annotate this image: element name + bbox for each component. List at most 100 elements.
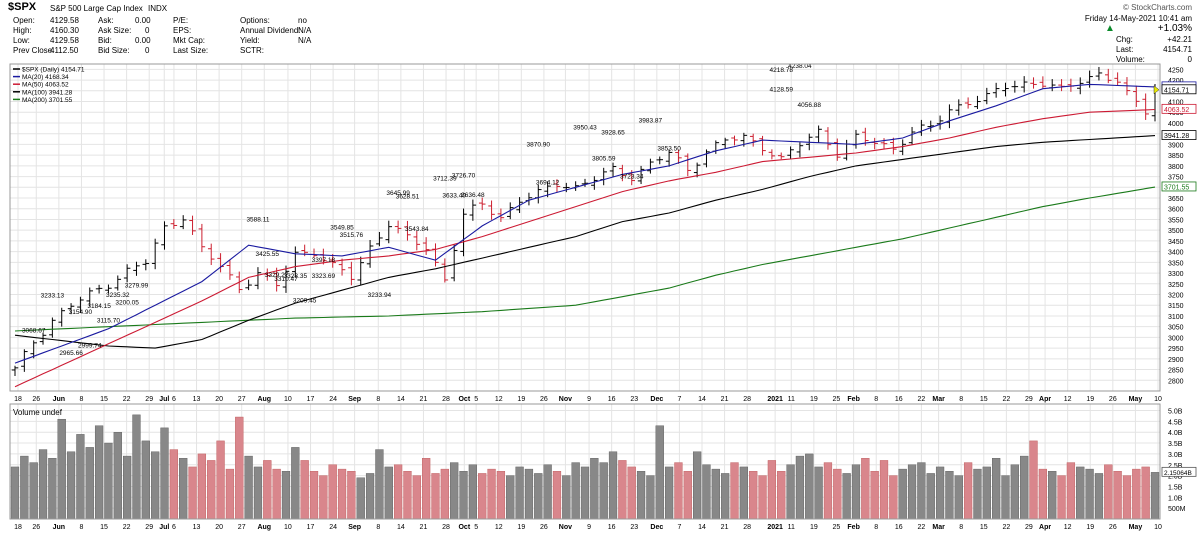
price-annotation: 3928.65 xyxy=(601,129,625,136)
date-tick-label: 20 xyxy=(215,524,223,531)
volume-bar xyxy=(963,462,973,520)
date-tick-label: 11 xyxy=(788,524,795,531)
price-annotation: 3543.84 xyxy=(405,226,429,233)
date-tick-label: May xyxy=(1129,524,1143,531)
date-tick-label: Mar xyxy=(932,524,945,531)
volume-bar xyxy=(879,460,889,520)
ask-value: 0.00 xyxy=(135,16,151,25)
date-tick-label: Jun xyxy=(53,524,65,531)
price-annotation: 4128.59 xyxy=(769,86,793,93)
volume-bar xyxy=(169,449,178,520)
price-tick-label: 3900 xyxy=(1168,142,1184,149)
legend-entry: MA(200) 3701.55 xyxy=(22,97,73,104)
volume-bar xyxy=(805,453,814,520)
price-tick-label: 3350 xyxy=(1168,260,1184,267)
volume-bar xyxy=(365,473,375,520)
volume-bar xyxy=(655,425,664,520)
date-tick-label: Nov xyxy=(559,396,572,403)
volume-bar xyxy=(253,466,263,520)
volume-bar xyxy=(823,462,833,520)
volume-bar xyxy=(786,464,795,520)
date-tick-label: 24 xyxy=(329,524,337,531)
date-tick-label: Sep xyxy=(348,396,361,403)
date-tick-label: 29 xyxy=(145,396,153,403)
price-annotation: 3068.67 xyxy=(22,328,46,335)
volume-bar xyxy=(281,471,291,520)
volume-bar xyxy=(94,425,104,520)
date-tick-label: 18 xyxy=(14,396,22,403)
volume-bar xyxy=(1010,464,1019,520)
axis-value-marker xyxy=(1161,130,1197,140)
volume-bar xyxy=(384,466,393,520)
date-tick-label: Aug xyxy=(257,396,271,403)
date-tick-label: 15 xyxy=(980,524,988,531)
date-tick-label: 24 xyxy=(329,396,337,403)
date-tick-label: 29 xyxy=(1025,396,1033,403)
price-tick-label: 3150 xyxy=(1168,303,1184,310)
volume-bar xyxy=(982,466,991,520)
volume-bar xyxy=(1001,475,1010,520)
date-tick-label: 14 xyxy=(397,396,405,403)
volume-bar xyxy=(608,451,618,520)
price-annotation: 3397.18 xyxy=(312,257,336,264)
date-tick-label: 29 xyxy=(145,524,153,531)
date-tick-label: 5 xyxy=(474,524,478,531)
price-annotation: 3870.90 xyxy=(527,142,551,149)
volume-bar xyxy=(431,473,440,520)
date-tick-label: Dec xyxy=(650,396,663,403)
price-annotation: 3628.51 xyxy=(396,194,420,201)
date-tick-label: 15 xyxy=(980,396,988,403)
volume-tick-label: 4.0B xyxy=(1168,430,1183,437)
volume-bar xyxy=(440,468,449,520)
volume-bar xyxy=(917,462,926,520)
volume-tick-label: 3.0B xyxy=(1168,452,1183,459)
date-tick-label: 7 xyxy=(677,396,681,403)
date-tick-label: Jun xyxy=(53,396,65,403)
price-annotation: 3723.34 xyxy=(620,173,644,180)
date-tick-label: 22 xyxy=(917,524,925,531)
volume-bar xyxy=(664,466,674,520)
panel-frames xyxy=(9,63,1161,520)
date-tick-label: 19 xyxy=(1086,396,1094,403)
date-tick-label: Apr xyxy=(1039,524,1051,531)
date-tick-label: 12 xyxy=(1064,524,1072,531)
volume-bar xyxy=(1132,468,1141,520)
volume-tick-label: 4.5B xyxy=(1168,419,1183,426)
date-tick-label: 12 xyxy=(1064,396,1072,403)
volume-value: 0 xyxy=(1187,55,1192,64)
date-tick-label: 8 xyxy=(874,524,878,531)
date-tick-label: 19 xyxy=(810,524,818,531)
volume-bar xyxy=(1113,471,1122,520)
price-tick-label: 3750 xyxy=(1168,175,1184,182)
date-tick-label: Nov xyxy=(559,524,572,531)
volume-bar xyxy=(1122,475,1132,520)
volume-bar xyxy=(935,466,945,520)
price-annotation: 4238.04 xyxy=(788,63,812,70)
date-tick-label: 22 xyxy=(1002,524,1010,531)
date-tick-label: 9 xyxy=(587,524,591,531)
volume-bar xyxy=(515,466,524,520)
date-tick-label: 28 xyxy=(743,396,751,403)
date-tick-label: 9 xyxy=(587,396,591,403)
volume-bar xyxy=(375,449,384,520)
volume-bar xyxy=(20,455,29,520)
volume-bar xyxy=(207,460,216,520)
date-tick-label: 8 xyxy=(376,524,380,531)
volume-bar xyxy=(1141,466,1150,520)
date-tick-label: 10 xyxy=(1154,524,1162,531)
date-tick-label: 19 xyxy=(517,396,525,403)
volume-bar xyxy=(403,471,412,520)
yield-label: Yield: xyxy=(240,36,260,45)
volume-bar xyxy=(1029,440,1038,520)
price-annotation: 3184.15 xyxy=(87,303,111,310)
yield-value: N/A xyxy=(298,36,312,45)
price-tick-label: 3400 xyxy=(1168,250,1184,257)
ma200-line xyxy=(14,186,1156,332)
legend-entry: MA(100) 3941.28 xyxy=(22,89,73,96)
volume-bar xyxy=(851,464,861,520)
price-tick-label: 4100 xyxy=(1168,100,1184,107)
low-label: Low: xyxy=(13,36,30,45)
date-tick-label: 22 xyxy=(123,396,131,403)
price-tick-label: 4000 xyxy=(1168,121,1184,128)
